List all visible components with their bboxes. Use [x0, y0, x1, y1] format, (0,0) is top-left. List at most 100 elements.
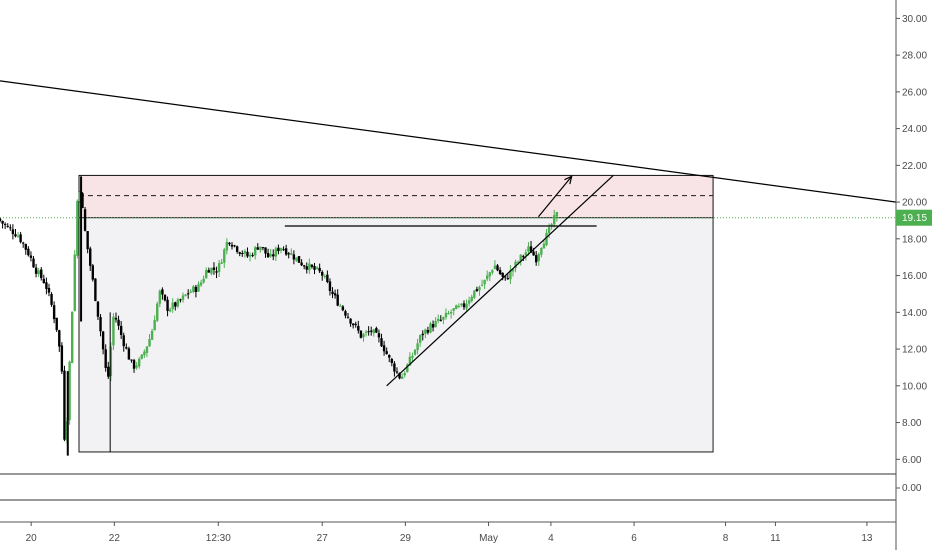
descending-trendline[interactable] [0, 80, 897, 203]
candle-body [143, 351, 146, 356]
candle-body [223, 249, 226, 263]
candle-body [47, 287, 51, 293]
candle-body [58, 330, 61, 347]
candle-body [32, 258, 35, 268]
candle-body [269, 254, 272, 257]
candle-body [166, 299, 169, 312]
candle-body [3, 223, 7, 225]
candle-body [532, 251, 535, 256]
resistance-zone[interactable] [78, 174, 714, 219]
candle-body [68, 361, 71, 421]
candle-body [426, 329, 430, 333]
candle-body [274, 248, 278, 257]
candle-body [251, 254, 254, 256]
candle-body [117, 319, 120, 326]
lower-pane-tick-label: 0.00 [902, 483, 922, 494]
candle-body [377, 333, 381, 338]
x-tick-label: 13 [861, 533, 873, 544]
candle-body [522, 256, 525, 258]
y-tick-label: 8.00 [902, 418, 922, 429]
candle-body [406, 364, 409, 372]
y-tick-label: 24.00 [902, 124, 927, 135]
y-tick-label: 20.00 [902, 198, 927, 209]
candle-body [467, 300, 471, 304]
last-price-label: 19.15 [902, 213, 927, 224]
candle-body [486, 275, 489, 280]
candle-body [550, 224, 553, 227]
y-tick-label: 14.00 [902, 308, 927, 319]
candle-body [418, 334, 422, 343]
candle-body [328, 281, 332, 292]
candle-body [130, 359, 133, 361]
candle-body [339, 305, 342, 307]
y-tick-label: 22.00 [902, 161, 927, 172]
candle-body [308, 263, 311, 271]
y-tick-label: 12.00 [902, 345, 927, 356]
candle-body [542, 243, 546, 249]
candle-body [529, 246, 533, 253]
x-tick-label: 8 [723, 533, 729, 544]
candle-body [400, 376, 404, 379]
candle-body [207, 270, 211, 273]
candle-body [333, 293, 337, 296]
candle-body [6, 225, 9, 227]
candle-body [527, 246, 530, 252]
candle-body [171, 302, 174, 309]
candle-body [205, 270, 208, 279]
candle-body [81, 193, 84, 209]
candle-body [331, 291, 334, 295]
candle-body [300, 262, 303, 266]
y-tick-label: 18.00 [902, 234, 927, 245]
candle-body [341, 306, 345, 311]
candle-body [156, 303, 159, 321]
candle-body [86, 231, 89, 250]
candle-body [1, 220, 4, 224]
ascending-trendline[interactable] [386, 175, 614, 387]
candle-body [210, 267, 213, 274]
candle-body [362, 333, 365, 338]
candle-body [336, 294, 339, 306]
candle-body [290, 253, 293, 255]
candle-body [199, 282, 203, 286]
range-box[interactable] [78, 174, 714, 453]
candle-body [37, 270, 40, 275]
candle-body [408, 356, 412, 366]
candle-body [393, 363, 396, 372]
candle-body [0, 218, 2, 221]
candle-body [19, 234, 22, 243]
candle-body [431, 323, 435, 328]
candle-body [457, 305, 461, 307]
candle-body [429, 323, 432, 333]
candle-body [174, 302, 177, 307]
candle-body [194, 286, 198, 292]
candle-body [179, 299, 182, 301]
candle-body [292, 254, 296, 260]
candle-body [189, 291, 192, 293]
candle-body [357, 325, 360, 331]
candle-body [323, 276, 327, 278]
candle-body [50, 293, 53, 305]
candle-body [181, 295, 185, 300]
candle-body [238, 252, 241, 254]
candle-body [135, 365, 138, 368]
candle-body [491, 270, 494, 273]
candle-body [388, 355, 391, 358]
candle-body [411, 355, 414, 358]
candle-body [83, 209, 87, 231]
candle-body [233, 245, 236, 247]
candle-body [76, 200, 79, 256]
candle-body [99, 317, 102, 332]
candle-body [478, 287, 481, 291]
candle-body [403, 372, 406, 376]
target-arrow[interactable] [537, 175, 573, 218]
candle-body [248, 254, 252, 257]
candle-body [398, 373, 401, 379]
candle-body [241, 253, 244, 255]
candle-body [256, 247, 259, 250]
candle-body [540, 248, 543, 255]
x-tick-label: 11 [770, 533, 781, 544]
candle-body [511, 268, 515, 272]
candle-body [228, 242, 231, 245]
candle-body [235, 246, 239, 252]
